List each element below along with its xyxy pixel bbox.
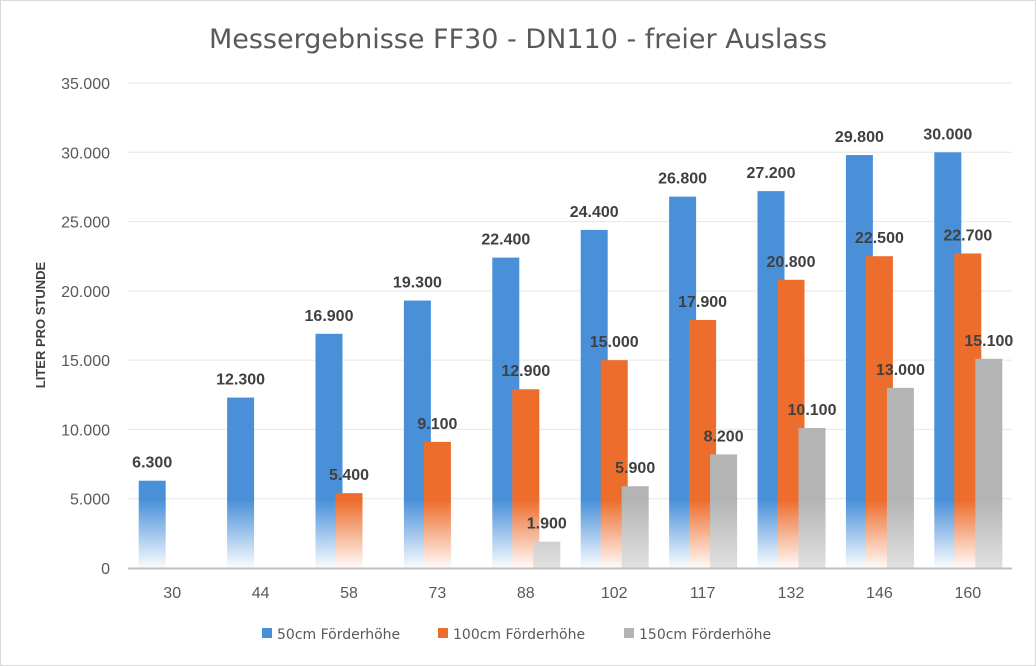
data-label: 27.200 (747, 165, 796, 182)
bar-50cm-44 (227, 397, 255, 568)
x-tick-label: 117 (690, 585, 716, 602)
x-tick-label: 160 (954, 585, 981, 602)
data-label: 16.900 (305, 308, 354, 325)
bar-100cm-58 (335, 493, 363, 568)
x-tick-label: 146 (866, 585, 893, 602)
x-tick-label: 73 (429, 585, 447, 602)
x-tick-label: 88 (517, 585, 535, 602)
x-tick-label: 44 (252, 585, 270, 602)
legend-swatch (624, 628, 634, 638)
y-tick-label: 25.000 (61, 215, 110, 232)
data-label: 17.900 (678, 294, 727, 311)
bar-50cm-30 (138, 480, 166, 568)
data-label: 15.100 (964, 333, 1013, 350)
bar-150cm-88 (533, 541, 561, 568)
legend-swatch (262, 628, 272, 638)
x-tick-label: 30 (163, 585, 181, 602)
data-label: 20.800 (767, 254, 816, 271)
data-label: 5.900 (615, 460, 655, 477)
bar-100cm-88 (512, 389, 540, 568)
x-tick-label: 132 (778, 585, 805, 602)
bar-150cm-117 (710, 454, 738, 568)
legend-label: 50cm Förderhöhe (277, 627, 400, 643)
data-label: 12.300 (216, 372, 265, 389)
data-label: 15.000 (590, 334, 639, 351)
y-axis-label: LITER PRO STUNDE (33, 261, 48, 388)
data-label: 8.200 (704, 428, 744, 445)
bar-150cm-160 (975, 358, 1003, 568)
y-tick-label: 10.000 (61, 422, 110, 439)
data-label: 26.800 (658, 171, 707, 188)
bar-150cm-132 (798, 428, 826, 568)
legend-swatch (438, 628, 448, 638)
data-label: 29.800 (835, 129, 884, 146)
data-label: 10.100 (788, 402, 837, 419)
legend-label: 100cm Förderhöhe (453, 627, 585, 643)
y-tick-label: 35.000 (61, 76, 110, 93)
y-tick-label: 0 (101, 561, 110, 578)
x-tick-label: 102 (601, 585, 628, 602)
data-label: 13.000 (876, 362, 925, 379)
data-label: 9.100 (417, 416, 457, 433)
data-label: 5.400 (329, 467, 369, 484)
bar-100cm-73 (423, 441, 451, 568)
bar-150cm-102 (621, 486, 649, 568)
data-label: 12.900 (501, 363, 550, 380)
data-label: 1.900 (527, 516, 567, 533)
data-label: 22.400 (481, 232, 530, 249)
data-label: 6.300 (132, 455, 172, 472)
y-tick-label: 15.000 (61, 353, 110, 370)
legend-label: 150cm Förderhöhe (639, 627, 771, 643)
bar-150cm-146 (886, 387, 914, 568)
x-tick-label: 58 (340, 585, 358, 602)
data-label: 24.400 (570, 204, 619, 221)
chart-title: Messergebnisse FF30 - DN110 - freier Aus… (209, 24, 827, 55)
y-tick-label: 30.000 (61, 145, 110, 162)
data-label: 22.500 (855, 230, 904, 247)
y-tick-label: 5.000 (70, 492, 110, 509)
y-tick-label: 20.000 (61, 284, 110, 301)
data-label: 22.700 (943, 227, 992, 244)
data-label: 19.300 (393, 275, 442, 292)
data-label: 30.000 (923, 126, 972, 143)
